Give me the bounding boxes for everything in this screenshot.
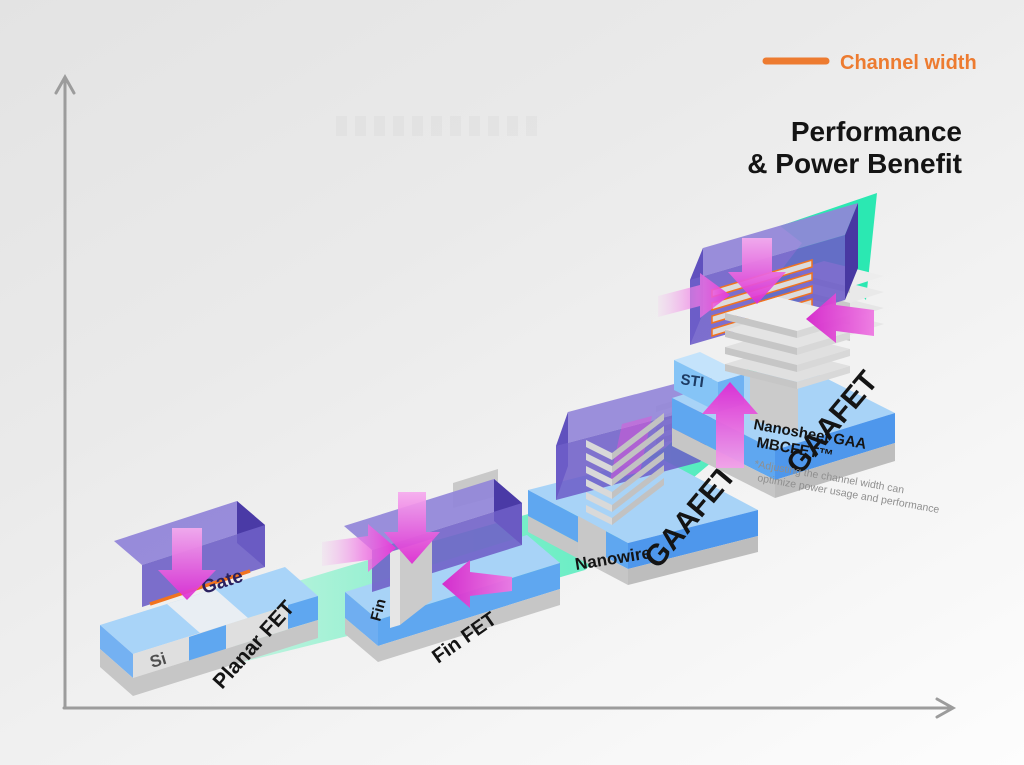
y-axis-arrowhead-icon — [54, 73, 76, 95]
nanowire-end-face — [586, 492, 612, 512]
sheet-front-left-edge — [725, 313, 797, 338]
sheet-front-left-edge — [725, 330, 797, 355]
nanowire-side-face — [612, 439, 664, 486]
faint-watermark — [336, 116, 537, 136]
sheet-front-right-edge — [797, 332, 850, 355]
planar-fet-illustration: Si Gate Planar FET — [100, 501, 318, 696]
nanowire-end-face — [586, 453, 612, 473]
nanowire-gaafet-illustration: Nanowire GAAFET — [528, 374, 758, 585]
base-bottom-layer — [378, 589, 560, 662]
base-left-face — [345, 592, 378, 646]
nanowire-side-face — [612, 452, 664, 499]
sti-top-face — [674, 352, 744, 382]
gate-top-face — [556, 374, 712, 446]
watermark-bar — [450, 116, 461, 136]
field-arrow-down-icon — [158, 528, 216, 600]
field-arrow-right-icon — [806, 293, 874, 343]
nanowire-front-stack — [586, 413, 664, 525]
title-line2: & Power Benefit — [747, 148, 962, 179]
sheet-front-left-edge — [725, 347, 797, 372]
nanowire-side-face — [612, 465, 664, 512]
gate-right-face — [845, 203, 858, 300]
watermark-bar — [526, 116, 537, 136]
legend-channel-width: Channel width — [762, 52, 977, 74]
watermark-bar — [393, 116, 404, 136]
watermark-bar — [355, 116, 366, 136]
base-left-face — [100, 625, 133, 678]
base-left-lower — [100, 649, 133, 696]
watermark-bar — [374, 116, 385, 136]
nanosheet-front-stack — [725, 297, 850, 389]
nanowire-end-face — [586, 466, 612, 486]
base-right-front-face — [775, 413, 895, 480]
mbcfet-illustration: STI — [658, 203, 940, 516]
channel-strip-top — [167, 589, 248, 633]
doped-region — [288, 596, 318, 629]
field-arrow-left-icon — [322, 524, 396, 572]
fin-end-face — [390, 549, 400, 628]
base-bottom-layer — [628, 536, 758, 585]
watermark-bar — [412, 116, 423, 136]
base-bottom-layer — [133, 620, 318, 696]
gate-front-face — [142, 525, 265, 607]
nanowire-side-face — [612, 413, 664, 460]
watermark-bar — [336, 116, 347, 136]
watermark-bar — [431, 116, 442, 136]
title-line1: Performance — [791, 116, 962, 147]
watermark-bar — [469, 116, 480, 136]
sti-front-face — [674, 360, 718, 412]
fin-label: Fin — [367, 597, 389, 623]
nanowire-side-face — [612, 478, 664, 525]
field-arrow-left-icon — [658, 273, 730, 318]
si-label: Si — [148, 649, 169, 672]
nanowire-end-face — [586, 440, 612, 460]
field-arrow-right-icon — [442, 560, 512, 608]
fin-fet-illustration: Fin Fin FET — [322, 464, 560, 668]
nanowire-side-face — [612, 426, 664, 473]
sheet-front-right-edge — [797, 349, 850, 372]
support-pillar — [578, 516, 606, 573]
substrate-base: Si — [100, 567, 318, 696]
axes — [54, 73, 957, 719]
watermark-bar — [507, 116, 518, 136]
field-arrow-down-icon — [384, 492, 440, 564]
channel-width-line — [149, 569, 251, 606]
legend-label: Channel width — [840, 52, 977, 74]
nanowire-end-face — [586, 479, 612, 499]
sheet-front-right-edge — [797, 366, 850, 389]
diagram-title: Performance & Power Benefit — [747, 116, 962, 179]
sheet-front-left-edge — [725, 364, 797, 389]
sti-label: STI — [679, 371, 704, 391]
base-bottom-layer — [775, 443, 895, 498]
base-right-front-face — [628, 510, 758, 569]
x-axis-arrowhead-icon — [935, 697, 957, 719]
watermark-bar — [488, 116, 499, 136]
base-left-lower — [345, 618, 378, 662]
fin-side-face — [400, 539, 432, 625]
gate-top-face — [690, 203, 858, 280]
field-arrow-up-icon — [702, 382, 758, 468]
field-arrow-down-icon — [728, 238, 786, 304]
fin-top-face — [445, 464, 498, 483]
nanowire-end-face — [586, 505, 612, 525]
